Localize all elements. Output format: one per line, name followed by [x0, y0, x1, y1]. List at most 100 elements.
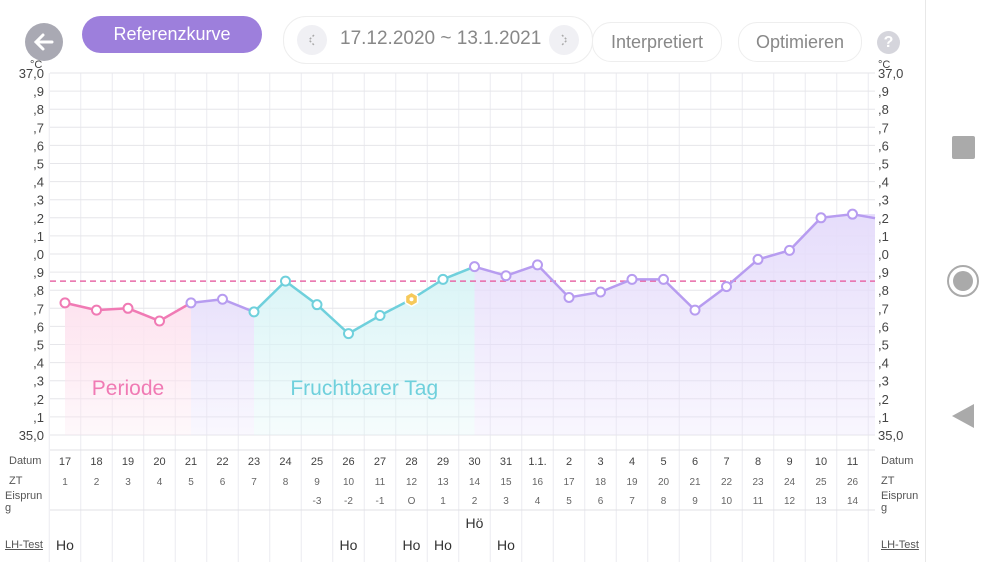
y-tick-label: ,9 — [33, 265, 44, 280]
zt-label: 3 — [125, 477, 131, 488]
help-button[interactable]: ? — [877, 31, 900, 54]
y2-tick-label: 35,0 — [878, 428, 903, 443]
zt-label: 7 — [251, 477, 257, 488]
next-icon — [561, 34, 569, 46]
band-label: Fruchtbarer Tag — [290, 377, 438, 400]
zt-label: 18 — [595, 477, 607, 488]
data-point — [185, 297, 197, 309]
lh-label: Ho — [497, 537, 515, 553]
home-button[interactable] — [953, 271, 973, 291]
prev-icon — [307, 34, 315, 46]
row-label: ZT — [9, 475, 23, 487]
y-tick-label: ,9 — [33, 84, 44, 99]
y-tick-label: ,4 — [33, 175, 44, 190]
chart: 35,0 35,0,1,1,2,2,3,3,4,4,5,5,6,6,7,7,8,8… — [19, 59, 903, 562]
zt-label: 6 — [220, 477, 226, 488]
x-tick-label: 3 — [597, 456, 603, 468]
zt-label: 12 — [406, 477, 418, 488]
line-segment — [788, 216, 822, 252]
y2-tick-label: ,2 — [878, 211, 889, 226]
y-tick-label: ,5 — [33, 157, 44, 172]
eisprung-label: -1 — [376, 496, 385, 507]
eisprung-label: 13 — [815, 496, 827, 507]
next-button[interactable] — [549, 25, 579, 55]
prev-button[interactable] — [297, 25, 327, 55]
y-tick-label: ,1 — [33, 410, 44, 425]
y2-tick-label: ,2 — [878, 392, 889, 407]
y-tick-label: ,6 — [33, 319, 44, 334]
lh-label: Ho — [56, 537, 74, 553]
zt-label: 13 — [437, 477, 449, 488]
y2-tick-label: ,4 — [878, 356, 889, 371]
eisprung-label: 1 — [440, 496, 446, 507]
row-label: Eisprung — [881, 490, 919, 514]
x-tick-label: 23 — [248, 456, 260, 468]
eisprung-label: 6 — [598, 496, 604, 507]
x-tick-label: 25 — [311, 456, 323, 468]
y2-tick-label: ,1 — [878, 229, 889, 244]
x-tick-label: 28 — [405, 456, 417, 468]
x-tick-label: 29 — [437, 456, 449, 468]
eisprung-label: 7 — [629, 496, 635, 507]
zt-label: 4 — [157, 477, 163, 488]
x-tick-label: 2 — [566, 456, 572, 468]
zt-label: 11 — [375, 477, 386, 488]
home-ring[interactable] — [947, 265, 979, 297]
zt-label: 19 — [626, 477, 638, 488]
back-button[interactable] — [25, 23, 63, 61]
data-point — [437, 273, 449, 285]
line-segment — [127, 307, 160, 323]
recent-apps[interactable] — [952, 136, 975, 159]
data-point — [469, 261, 480, 273]
y2-tick-label: ,5 — [878, 157, 889, 172]
x-tick-label: 8 — [755, 456, 761, 468]
back-nav[interactable] — [952, 404, 974, 428]
date-range-box — [283, 16, 593, 64]
eisprung-label: 11 — [753, 496, 764, 507]
line-segment — [725, 258, 759, 288]
y-tick-label: ,1 — [33, 229, 44, 244]
lh-label: Ho — [340, 537, 358, 553]
data-point — [280, 275, 291, 287]
data-point — [595, 286, 606, 298]
eisprung-label: -3 — [313, 496, 322, 507]
optimize-button[interactable]: Optimieren — [738, 22, 862, 62]
zt-label: 26 — [847, 477, 859, 488]
zt-label: 24 — [784, 477, 796, 488]
zt-label: 15 — [500, 477, 512, 488]
reference-button[interactable]: Referenzkurve — [82, 16, 262, 53]
line-segment — [316, 303, 350, 335]
x-tick-label: 17 — [59, 456, 71, 468]
eisprung-label: 8 — [661, 496, 667, 507]
lh-label: Hö — [466, 515, 484, 531]
eisprung-label: 4 — [535, 496, 541, 507]
y-tick-label: ,0 — [33, 247, 44, 262]
line-segment — [694, 285, 728, 312]
line-segment — [600, 278, 633, 294]
x-tick-label: 31 — [500, 456, 512, 468]
x-tick-label: 9 — [786, 456, 792, 468]
eisprung-label: 14 — [847, 496, 859, 507]
y-tick-label: ,7 — [33, 120, 44, 135]
interpreted-button[interactable]: Interpretiert — [592, 22, 722, 62]
y-unit: °C — [30, 59, 42, 71]
x-tick-label: 1.1. — [528, 456, 546, 468]
x-tick-label: 19 — [122, 456, 134, 468]
eisprung-label: 2 — [472, 496, 478, 507]
data-point — [374, 310, 386, 322]
eisprung-label: 3 — [503, 496, 509, 507]
data-point — [91, 304, 102, 316]
y2-tick-label: ,8 — [878, 102, 889, 117]
zt-label: 1 — [62, 477, 68, 488]
y2-unit: °C — [878, 59, 890, 71]
x-tick-label: 30 — [468, 456, 480, 468]
back-icon — [33, 33, 54, 51]
date-range: 17.12.2020 ~ 13.1.2021 — [340, 28, 542, 49]
line-segment — [253, 280, 287, 313]
line-segment — [222, 298, 255, 314]
band-area — [254, 266, 475, 435]
y2-tick-label: ,9 — [878, 265, 889, 280]
y-tick-label: ,2 — [33, 211, 44, 226]
zt-label: 21 — [689, 477, 701, 488]
